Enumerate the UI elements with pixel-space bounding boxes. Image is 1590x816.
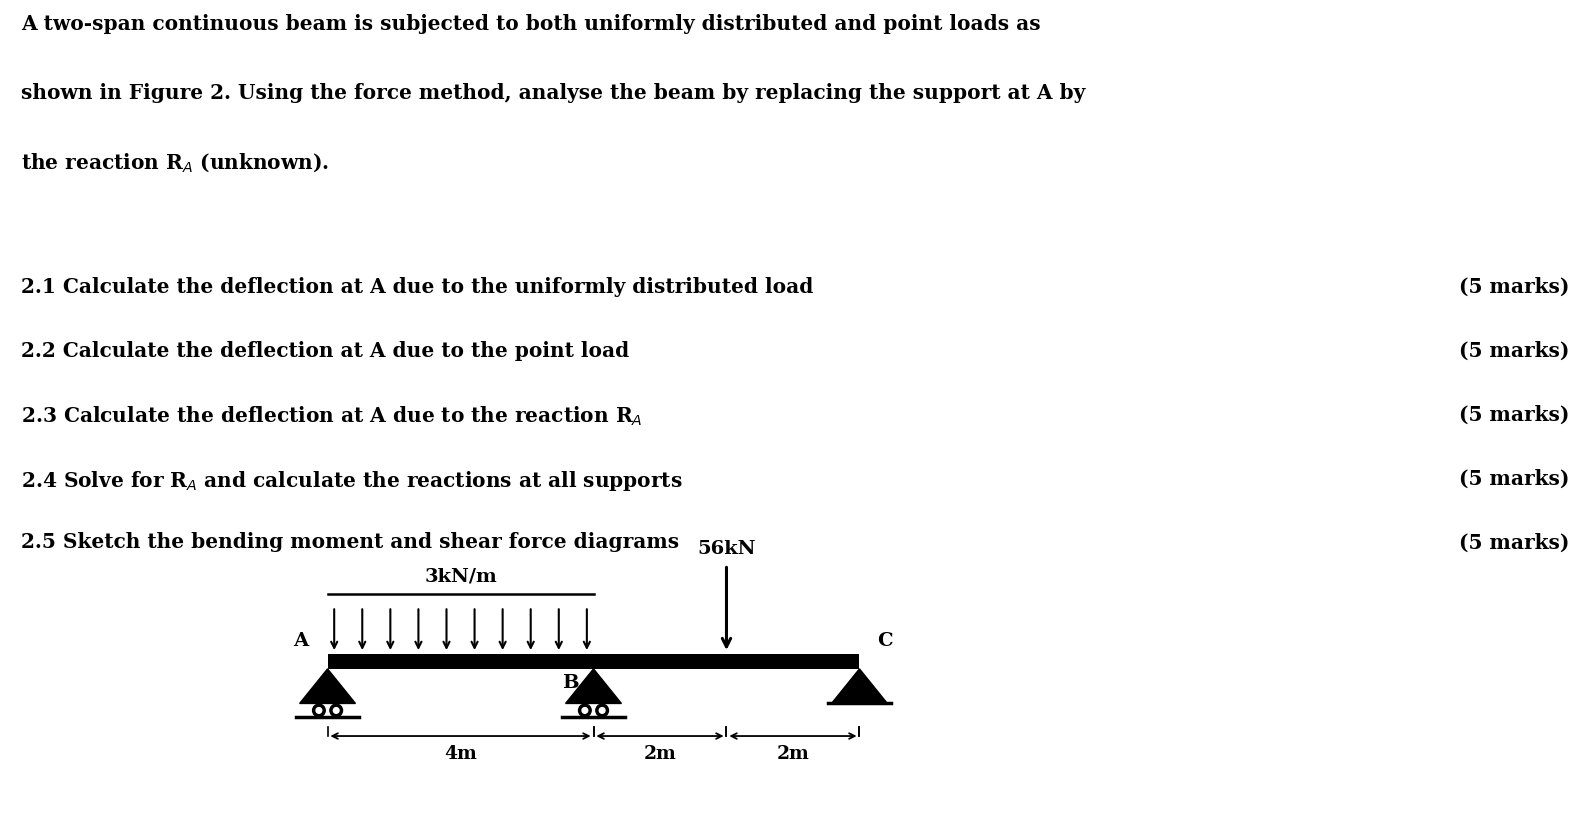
Circle shape	[599, 707, 604, 713]
Text: 2m: 2m	[644, 745, 676, 763]
Circle shape	[334, 707, 339, 713]
Text: 56kN: 56kN	[698, 540, 755, 558]
Text: (5 marks): (5 marks)	[1460, 341, 1569, 361]
Text: 3kN/m: 3kN/m	[425, 567, 498, 585]
Circle shape	[596, 704, 609, 716]
Polygon shape	[299, 669, 356, 703]
Text: C: C	[878, 632, 892, 650]
Text: A: A	[294, 632, 308, 650]
Text: 2.1 Calculate the deflection at A due to the uniformly distributed load: 2.1 Calculate the deflection at A due to…	[21, 277, 812, 297]
Circle shape	[329, 704, 342, 716]
Text: shown in Figure 2. Using the force method, analyse the beam by replacing the sup: shown in Figure 2. Using the force metho…	[21, 83, 1084, 103]
Text: (5 marks): (5 marks)	[1460, 468, 1569, 489]
Text: (5 marks): (5 marks)	[1460, 277, 1569, 297]
Text: 2.2 Calculate the deflection at A due to the point load: 2.2 Calculate the deflection at A due to…	[21, 341, 630, 361]
Text: 2m: 2m	[776, 745, 809, 763]
Circle shape	[313, 704, 326, 716]
Text: (5 marks): (5 marks)	[1460, 405, 1569, 424]
Circle shape	[579, 704, 591, 716]
Polygon shape	[832, 669, 887, 703]
Text: 2.3 Calculate the deflection at A due to the reaction R$_A$: 2.3 Calculate the deflection at A due to…	[21, 405, 642, 428]
Text: 4m: 4m	[444, 745, 477, 763]
Text: 2.4 Solve for R$_A$ and calculate the reactions at all supports: 2.4 Solve for R$_A$ and calculate the re…	[21, 468, 682, 493]
Bar	[328, 654, 860, 669]
Text: the reaction R$_A$ (unknown).: the reaction R$_A$ (unknown).	[21, 152, 329, 174]
Polygon shape	[566, 669, 622, 703]
Text: B: B	[561, 673, 579, 691]
Text: (5 marks): (5 marks)	[1460, 533, 1569, 552]
Circle shape	[582, 707, 588, 713]
Text: 2.5 Sketch the bending moment and shear force diagrams: 2.5 Sketch the bending moment and shear …	[21, 533, 679, 552]
Circle shape	[316, 707, 321, 713]
Text: A two-span continuous beam is subjected to both uniformly distributed and point : A two-span continuous beam is subjected …	[21, 14, 1040, 34]
